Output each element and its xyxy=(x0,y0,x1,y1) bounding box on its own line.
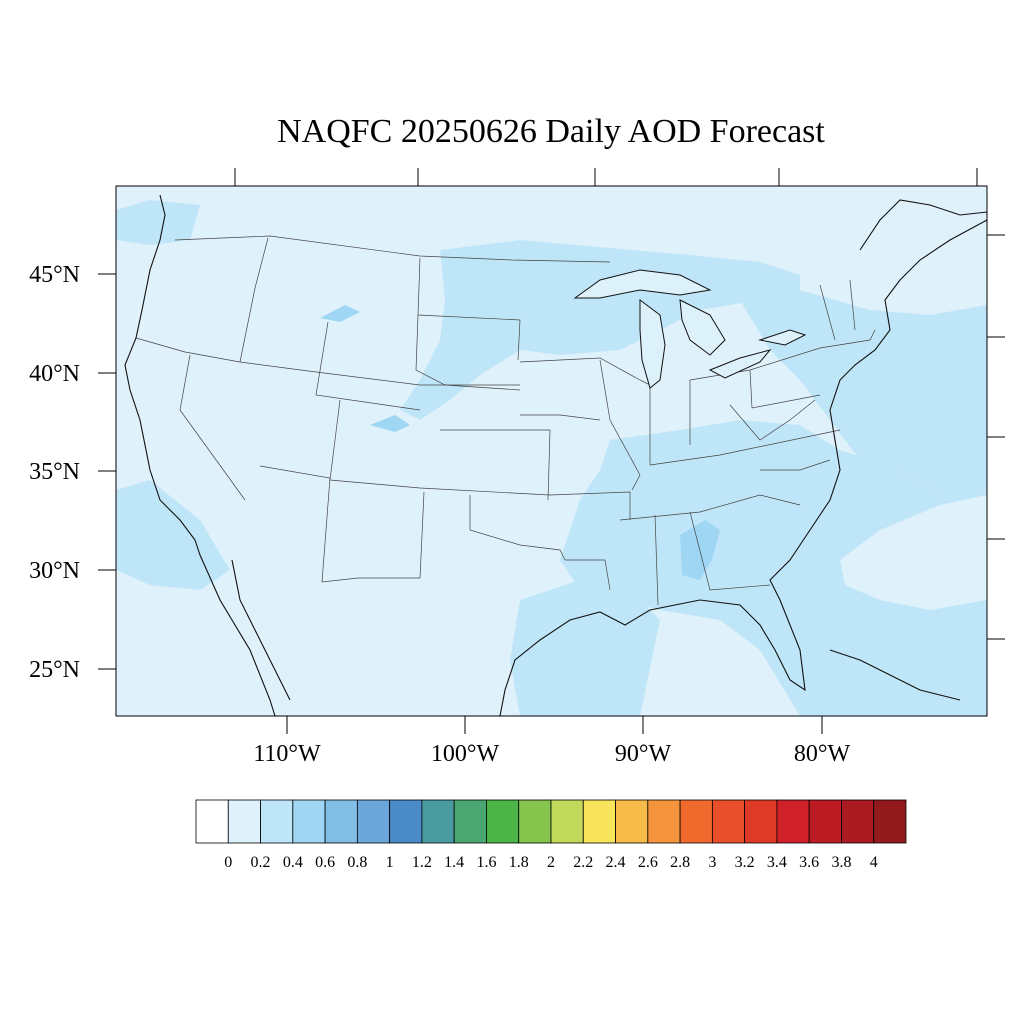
state-boundaries xyxy=(135,235,876,606)
colorbar-box-11 xyxy=(550,799,584,844)
colorbar-label-10: 2 xyxy=(547,854,555,871)
top-tick-marks xyxy=(234,168,978,186)
canada-northeast-coast xyxy=(859,199,987,251)
colorbar-box-5 xyxy=(356,799,391,844)
pacific-coastline xyxy=(124,194,276,716)
colorbar-label-14: 2.8 xyxy=(670,854,690,871)
colorbar-label-13: 2.6 xyxy=(638,854,658,871)
colorbar-box-2 xyxy=(260,799,294,844)
lat-label-45n: 45°N xyxy=(29,262,80,288)
colorbar-box-13 xyxy=(615,799,649,844)
colorbar-label-17: 3.4 xyxy=(767,854,787,871)
bottom-tick-marks xyxy=(286,716,823,734)
lat-label-25n: 25°N xyxy=(29,657,80,683)
colorbar-label-9: 1.8 xyxy=(509,854,529,871)
lake-erie xyxy=(708,349,772,379)
colorbar-label-4: 0.8 xyxy=(347,854,367,871)
great-lakes xyxy=(573,269,807,389)
aod-shading-0.2-0.4 xyxy=(116,200,987,716)
colorbar-label-8: 1.6 xyxy=(476,854,496,871)
lon-label-110w: 110°W xyxy=(253,741,321,767)
lat-label-35n: 35°N xyxy=(29,459,80,485)
colorbar-box-10 xyxy=(518,799,552,844)
colorbar-box-1 xyxy=(227,799,261,844)
colorbar-box-20 xyxy=(841,799,875,844)
lon-label-80w: 80°W xyxy=(794,741,851,767)
map-panel xyxy=(115,185,988,717)
left-tick-marks xyxy=(98,273,116,670)
aod-plume-pacific-south xyxy=(116,480,230,590)
colorbar-label-5: 1 xyxy=(386,854,394,871)
lon-label-100w: 100°W xyxy=(431,741,500,767)
aod-plume-southeast xyxy=(560,420,987,716)
colorbar-box-16 xyxy=(711,799,746,844)
lake-michigan xyxy=(639,299,666,389)
colorbar-label-11: 2.2 xyxy=(573,854,593,871)
colorbar-box-6 xyxy=(389,799,423,844)
colorbar-box-7 xyxy=(421,799,455,844)
lake-huron xyxy=(679,299,726,356)
florida-keys-cuba xyxy=(829,649,961,701)
colorbar-label-0: 0 xyxy=(224,854,232,871)
colorbar-box-12 xyxy=(582,799,616,844)
lon-label-90w: 90°W xyxy=(615,741,672,767)
colorbar-label-2: 0.4 xyxy=(283,854,303,871)
colorbar-box-3 xyxy=(292,799,326,844)
colorbar-label-20: 4 xyxy=(870,854,878,871)
colorbar-box-4 xyxy=(324,799,358,844)
aod-clean-atlantic-pocket xyxy=(840,495,987,610)
lat-label-30n: 30°N xyxy=(29,558,80,584)
colorbar-label-3: 0.6 xyxy=(315,854,335,871)
map-frame xyxy=(115,185,988,717)
colorbar-box-18 xyxy=(776,799,810,844)
aod-patch-colorado xyxy=(370,415,410,432)
colorbar-label-18: 3.6 xyxy=(799,854,819,871)
colorbar-label-6: 1.2 xyxy=(412,854,432,871)
longitude-labels: 110°W 100°W 90°W 80°W xyxy=(253,741,850,767)
colorbar-label-16: 3.2 xyxy=(735,854,755,871)
colorbar-box-0 xyxy=(195,799,229,844)
aod-colorbar-labels: 0 0.2 0.4 0.6 0.8 1 1.2 1.4 1.6 1.8 2 2.2 2.4 2.6 2.8 3… xyxy=(224,854,877,871)
colorbar-box-14 xyxy=(647,799,681,844)
latitude-labels: 45°N 40°N 35°N 30°N 25°N xyxy=(29,262,80,683)
lake-superior xyxy=(573,269,712,299)
gulf-coastline xyxy=(499,219,987,716)
colorbar-label-7: 1.4 xyxy=(444,854,464,871)
colorbar-label-15: 3 xyxy=(708,854,716,871)
colorbar-box-8 xyxy=(453,799,487,844)
lat-label-40n: 40°N xyxy=(29,361,80,387)
colorbar-box-21 xyxy=(873,799,907,844)
colorbar-box-19 xyxy=(808,799,842,844)
colorbar-box-15 xyxy=(679,799,713,844)
aod-colorbar xyxy=(195,799,907,844)
map-title: NAQFC 20250626 Daily AOD Forecast xyxy=(277,113,825,150)
aod-plume-northeast-atlantic xyxy=(740,290,987,520)
aod-plume-gulf xyxy=(510,580,660,716)
lake-ontario xyxy=(758,329,807,346)
aod-patch-wyoming xyxy=(320,305,360,322)
coastlines xyxy=(124,194,987,716)
right-tick-marks xyxy=(987,234,1005,640)
colorbar-label-12: 2.4 xyxy=(606,854,626,871)
baja-east-coast xyxy=(231,559,291,701)
colorbar-label-1: 0.2 xyxy=(251,854,271,871)
colorbar-box-17 xyxy=(744,799,778,844)
colorbar-label-19: 3.8 xyxy=(831,854,851,871)
aod-plume-pacific-north xyxy=(116,200,200,245)
colorbar-box-9 xyxy=(486,799,520,844)
